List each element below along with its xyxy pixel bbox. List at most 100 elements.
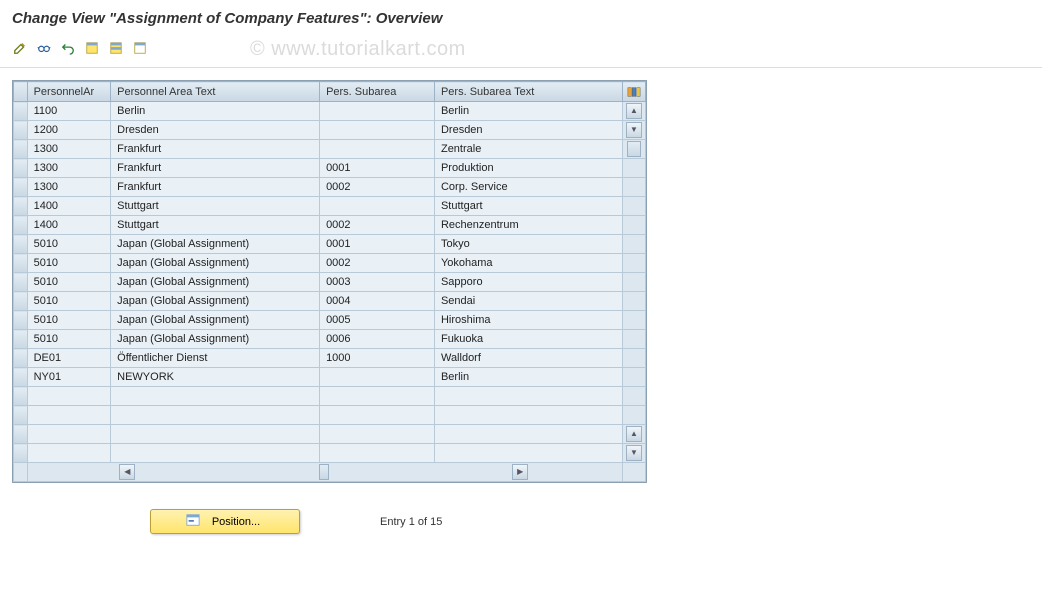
cell-pa[interactable]: 1400 (27, 216, 111, 235)
select-all-button[interactable] (82, 39, 102, 57)
cell-pst[interactable] (434, 406, 622, 425)
scroll-up-button[interactable]: ▲ (626, 103, 642, 119)
vscroll-track[interactable] (623, 140, 646, 159)
cell-pa[interactable]: DE01 (27, 349, 111, 368)
scroll-down-button-bottom[interactable]: ▼ (626, 445, 642, 461)
table-row[interactable]: ▲ (14, 425, 646, 444)
table-row[interactable]: 1200DresdenDresden▼ (14, 121, 646, 140)
cell-pa[interactable] (27, 406, 111, 425)
cell-pa[interactable] (27, 425, 111, 444)
table-row[interactable]: 5010Japan (Global Assignment)0005Hiroshi… (14, 311, 646, 330)
cell-pa[interactable] (27, 387, 111, 406)
cell-pat[interactable]: Japan (Global Assignment) (111, 235, 320, 254)
table-row[interactable]: 1400Stuttgart0002Rechenzentrum (14, 216, 646, 235)
cell-pa[interactable]: 5010 (27, 330, 111, 349)
cell-ps[interactable]: 0005 (320, 311, 435, 330)
cell-ps[interactable]: 0002 (320, 254, 435, 273)
table-row[interactable]: 1300FrankfurtZentrale (14, 140, 646, 159)
vscroll-track[interactable] (623, 292, 646, 311)
table-row[interactable] (14, 406, 646, 425)
scroll-down-button[interactable]: ▼ (626, 122, 642, 138)
row-selector[interactable] (14, 444, 28, 463)
cell-pst[interactable]: Hiroshima (434, 311, 622, 330)
table-row[interactable]: 5010Japan (Global Assignment)0003Sapporo (14, 273, 646, 292)
cell-pat[interactable] (111, 425, 320, 444)
row-selector[interactable] (14, 159, 28, 178)
vscroll-track[interactable] (623, 159, 646, 178)
cell-ps[interactable] (320, 102, 435, 121)
cell-pst[interactable]: Berlin (434, 102, 622, 121)
cell-ps[interactable]: 0003 (320, 273, 435, 292)
cell-ps[interactable] (320, 197, 435, 216)
deselect-all-button[interactable] (130, 39, 150, 57)
table-row[interactable]: 5010Japan (Global Assignment)0004Sendai (14, 292, 646, 311)
cell-ps[interactable]: 0004 (320, 292, 435, 311)
cell-pat[interactable]: Japan (Global Assignment) (111, 292, 320, 311)
row-selector[interactable] (14, 121, 28, 140)
vscroll-thumb[interactable] (627, 141, 641, 157)
cell-pat[interactable] (111, 444, 320, 463)
cell-ps[interactable] (320, 368, 435, 387)
col-header-pers-subarea[interactable]: Pers. Subarea (320, 82, 435, 102)
table-row[interactable]: 5010Japan (Global Assignment)0002Yokoham… (14, 254, 646, 273)
vscroll-track[interactable] (623, 197, 646, 216)
cell-pst[interactable]: Corp. Service (434, 178, 622, 197)
table-row[interactable]: 1300Frankfurt0001Produktion (14, 159, 646, 178)
cell-pat[interactable]: Japan (Global Assignment) (111, 311, 320, 330)
scroll-up-button-bottom[interactable]: ▲ (626, 426, 642, 442)
edit-button[interactable] (10, 39, 30, 57)
cell-ps[interactable]: 0001 (320, 235, 435, 254)
cell-pa[interactable]: 5010 (27, 273, 111, 292)
row-selector[interactable] (14, 273, 28, 292)
cell-pa[interactable]: 1300 (27, 178, 111, 197)
hscroll-thumb[interactable] (319, 464, 329, 480)
table-row[interactable]: 1100BerlinBerlin▲ (14, 102, 646, 121)
vscroll-track[interactable] (623, 349, 646, 368)
cell-ps[interactable] (320, 140, 435, 159)
position-button[interactable]: Position... (150, 509, 300, 534)
row-selector[interactable] (14, 235, 28, 254)
vscroll-track[interactable]: ▼ (623, 121, 646, 140)
vscroll-track[interactable] (623, 387, 646, 406)
cell-ps[interactable]: 0002 (320, 216, 435, 235)
vscroll-track[interactable] (623, 368, 646, 387)
glasses-button[interactable] (34, 39, 54, 57)
vscroll-track[interactable] (623, 406, 646, 425)
cell-pst[interactable]: Sendai (434, 292, 622, 311)
col-header-personnel-area-text[interactable]: Personnel Area Text (111, 82, 320, 102)
row-selector[interactable] (14, 140, 28, 159)
cell-pa[interactable]: 1400 (27, 197, 111, 216)
cell-pa[interactable]: 5010 (27, 235, 111, 254)
row-selector[interactable] (14, 292, 28, 311)
cell-pst[interactable] (434, 425, 622, 444)
col-header-personnel-area[interactable]: PersonnelAr (27, 82, 111, 102)
cell-ps[interactable]: 0002 (320, 178, 435, 197)
row-selector[interactable] (14, 311, 28, 330)
scroll-right-button[interactable]: ▶ (512, 464, 528, 480)
cell-ps[interactable] (320, 444, 435, 463)
cell-ps[interactable] (320, 406, 435, 425)
horizontal-scrollbar[interactable]: ◀ ▶ (14, 463, 646, 482)
cell-pa[interactable]: NY01 (27, 368, 111, 387)
cell-pa[interactable]: 1300 (27, 159, 111, 178)
cell-pat[interactable]: Japan (Global Assignment) (111, 273, 320, 292)
row-selector[interactable] (14, 330, 28, 349)
cell-pat[interactable]: Stuttgart (111, 197, 320, 216)
vscroll-track[interactable] (623, 330, 646, 349)
cell-pst[interactable]: Walldorf (434, 349, 622, 368)
cell-pat[interactable]: Stuttgart (111, 216, 320, 235)
cell-pa[interactable]: 5010 (27, 254, 111, 273)
row-selector[interactable] (14, 102, 28, 121)
table-row[interactable]: ▼ (14, 444, 646, 463)
cell-pa[interactable]: 1300 (27, 140, 111, 159)
cell-pst[interactable]: Tokyo (434, 235, 622, 254)
table-row[interactable]: 5010Japan (Global Assignment)0006Fukuoka (14, 330, 646, 349)
cell-ps[interactable]: 0006 (320, 330, 435, 349)
cell-ps[interactable]: 1000 (320, 349, 435, 368)
row-selector[interactable] (14, 216, 28, 235)
cell-pat[interactable]: Berlin (111, 102, 320, 121)
row-selector[interactable] (14, 349, 28, 368)
cell-pa[interactable]: 1200 (27, 121, 111, 140)
cell-pst[interactable]: Berlin (434, 368, 622, 387)
cell-pst[interactable] (434, 387, 622, 406)
